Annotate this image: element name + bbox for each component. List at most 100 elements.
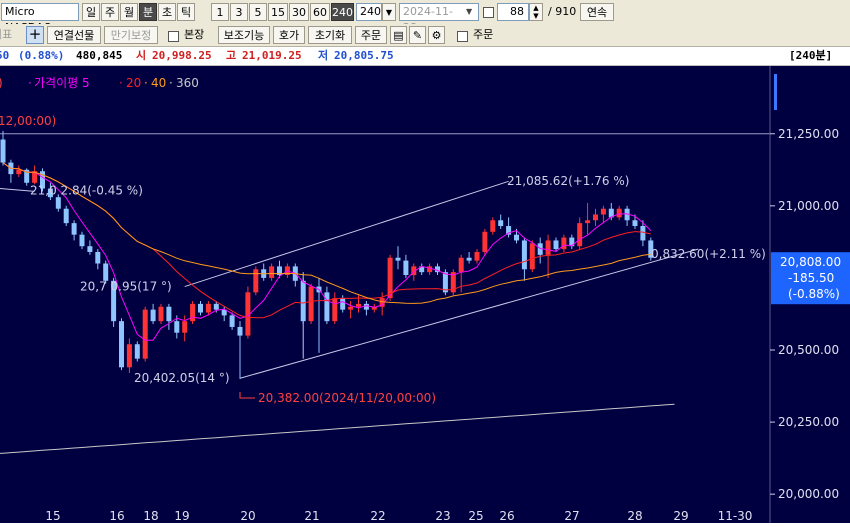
x-tick-label: 11-30 (718, 509, 753, 523)
chart-annotation-1: 20,7 0.95(17 °) (80, 279, 172, 293)
candle-body (356, 303, 361, 307)
settings-icon[interactable]: ⚙ (428, 26, 445, 44)
candle-body (308, 286, 314, 322)
candle-body (198, 303, 203, 313)
candle-body (466, 257, 472, 261)
candle-body (498, 220, 504, 227)
reset-button[interactable]: 초기화 (308, 26, 352, 44)
crosshair-button[interactable]: + (26, 26, 44, 44)
candle-body (32, 171, 38, 183)
interval-button-4[interactable]: 30 (289, 3, 309, 21)
candle-body (411, 266, 417, 276)
interval-button-1[interactable]: 3 (230, 3, 248, 21)
trendline-lower (239, 248, 699, 379)
x-tick-label: 22 (370, 509, 385, 523)
order-checkbox[interactable] (457, 31, 468, 42)
candle-body (577, 223, 583, 247)
candle-body (119, 321, 124, 368)
interval-field[interactable]: 240 (356, 3, 382, 21)
futures-button[interactable]: 연결선물 (47, 26, 101, 44)
count-total: / 910 (548, 5, 577, 18)
candle-body (87, 246, 93, 252)
legend-ma40-marker: · (144, 76, 148, 90)
period-button-0[interactable]: 일 (82, 3, 100, 21)
current-price-box (771, 252, 850, 305)
y-tick-label: 20,250.00 (778, 415, 839, 429)
legend-price-ma: 가격이평 5 (34, 76, 90, 90)
candle-body (569, 237, 575, 247)
interval-button-6[interactable]: 240 (331, 3, 354, 21)
candle-body (608, 208, 614, 218)
candle-body (474, 251, 480, 261)
candle-body (403, 260, 409, 276)
interval-button-2[interactable]: 5 (249, 3, 267, 21)
legend-ma360-marker: · (169, 76, 173, 90)
high-value: 21,019.25 (242, 49, 302, 62)
symbol-field[interactable]: Micro NASDAQ (1, 3, 79, 34)
candle-body (126, 344, 132, 368)
candlestick-chart[interactable]: 21,0 2.84(-0.45 %) 20,7 0.95(17 °) 21,085.… (0, 66, 850, 523)
candle-body (521, 240, 527, 270)
candle-body (624, 208, 630, 221)
chart-annotation-2: 21,085.62(+1.76 %) (507, 174, 629, 188)
low-label: 저 (318, 49, 329, 62)
ma40-line (2, 162, 651, 304)
price-info-bar: 50 (0.88%) 480,845 시 20,998.25 고 21,019.… (0, 47, 850, 66)
chart-area[interactable]: 21,0 2.84(-0.45 %) 20,7 0.95(17 °) 21,085.… (0, 66, 850, 523)
legend-ma20-marker: · (119, 76, 123, 90)
period-button-2[interactable]: 월 (120, 3, 138, 21)
candle-body (387, 257, 393, 299)
period-button-3[interactable]: 분 (139, 3, 157, 21)
candle-body (379, 298, 385, 307)
candle-body (442, 272, 448, 293)
x-tick-label: 20 (240, 509, 255, 523)
trendline-left (0, 188, 35, 192)
current-price-text-1: -185.50 (788, 271, 834, 285)
candle-body (63, 208, 69, 224)
candle-body (395, 257, 401, 261)
candle-body (277, 266, 282, 276)
candle-body (632, 220, 638, 227)
quote-button[interactable]: 호가 (273, 26, 305, 44)
candle-body (300, 280, 306, 322)
body-checkbox[interactable] (168, 31, 179, 42)
count-spinner[interactable]: ▲ ▼ (529, 3, 543, 21)
candle-body (150, 309, 156, 322)
chart-annotation-0: 21,0 2.84(-0.45 %) (30, 184, 143, 198)
candle-body (16, 169, 22, 175)
interval-dropdown-button[interactable]: ▼ (382, 3, 396, 21)
ma360-line (0, 403, 675, 454)
legend-left-partial: ) (0, 76, 3, 90)
candle-body (158, 306, 164, 322)
period-button-4[interactable]: 초 (158, 3, 176, 21)
candle-body (55, 197, 61, 209)
candle-body (174, 321, 180, 333)
candle-body (79, 234, 85, 247)
interval-button-0[interactable]: 1 (211, 3, 229, 21)
interval-button-3[interactable]: 15 (268, 3, 288, 21)
aux-function-button[interactable]: 보조기능 (218, 26, 270, 44)
count-field[interactable]: 88 (497, 3, 529, 21)
high-label: 고 (226, 49, 237, 62)
count-checkbox[interactable] (483, 7, 494, 18)
expiry-adjust-button[interactable]: 만기보정 (104, 26, 158, 44)
candle-body (561, 237, 567, 250)
print-icon[interactable]: ▤ (390, 26, 407, 44)
open-value: 20,998.25 (152, 49, 212, 62)
candle-body (237, 326, 243, 336)
trendline-upper (184, 180, 509, 288)
candle-body (545, 240, 551, 255)
interval-button-5[interactable]: 60 (310, 3, 330, 21)
period-button-5[interactable]: 틱 (177, 3, 195, 21)
period-button-1[interactable]: 주 (101, 3, 119, 21)
order-button[interactable]: 주문 (355, 26, 387, 44)
indicator-label[interactable]: 지표 (0, 28, 13, 41)
x-tick-label: 26 (499, 509, 514, 523)
tool-icon[interactable]: ✎ (409, 26, 426, 44)
continuous-button[interactable]: 연속 (580, 3, 614, 21)
candle-body (482, 231, 488, 252)
date-dropdown-icon[interactable]: ▼ (466, 7, 473, 16)
candle-body (371, 306, 377, 310)
candle-body (0, 139, 6, 163)
candle-body (458, 257, 464, 273)
